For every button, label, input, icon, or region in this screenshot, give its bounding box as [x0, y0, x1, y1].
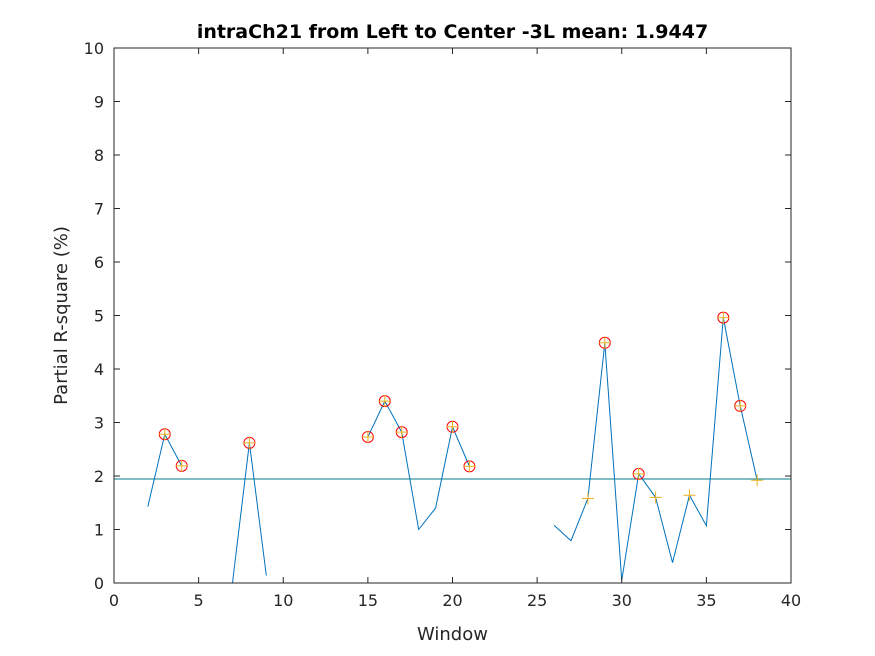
chart-title: intraCh21 from Left to Center -3L mean: … [197, 21, 708, 43]
y-tick-label: 8 [94, 146, 104, 165]
y-tick-label: 7 [94, 200, 104, 219]
data-layer [114, 311, 791, 584]
axes-layer: 0 5 10 15 20 25 30 35 40 0 1 2 3 4 5 6 7 8 9 10 [84, 39, 802, 610]
x-tick-label: 20 [442, 591, 462, 610]
y-tick-label: 4 [94, 360, 104, 379]
plus-marker [446, 420, 459, 433]
y-tick-label: 9 [94, 93, 104, 112]
plus-marker [649, 491, 662, 504]
x-axis-label: Window [417, 624, 488, 645]
plus-marker [175, 459, 188, 472]
plus-marker [395, 426, 408, 439]
x-tick-label: 40 [781, 591, 801, 610]
x-tick-label: 10 [273, 591, 293, 610]
y-tick-label: 2 [94, 467, 104, 486]
plus-marker [598, 336, 611, 349]
y-axis-label: Partial R-square (%) [51, 226, 72, 405]
x-tick-label: 30 [612, 591, 632, 610]
plus-marker [158, 428, 171, 441]
plus-marker [463, 460, 476, 473]
plus-marker [717, 311, 730, 324]
x-tick-label: 25 [527, 591, 547, 610]
plus-marker [581, 492, 594, 505]
plus-marker [734, 399, 747, 412]
plus-marker [751, 474, 764, 487]
plus-marker [683, 489, 696, 502]
plus-marker [378, 395, 391, 408]
y-tick-label: 3 [94, 414, 104, 433]
plus-marker [361, 430, 374, 443]
plot-box [113, 47, 792, 584]
x-tick-label: 5 [194, 591, 204, 610]
x-tick-label: 15 [358, 591, 378, 610]
y-tick-label: 5 [94, 307, 104, 326]
y-tick-label: 0 [94, 574, 104, 593]
plot-area [114, 48, 791, 583]
y-tick-label: 6 [94, 253, 104, 272]
x-tick-label: 35 [696, 591, 716, 610]
plus-marker [243, 436, 256, 449]
y-tick-label: 1 [94, 521, 104, 540]
plus-marker [632, 467, 645, 480]
y-tick-label: 10 [84, 39, 104, 58]
x-tick-label: 0 [109, 591, 119, 610]
